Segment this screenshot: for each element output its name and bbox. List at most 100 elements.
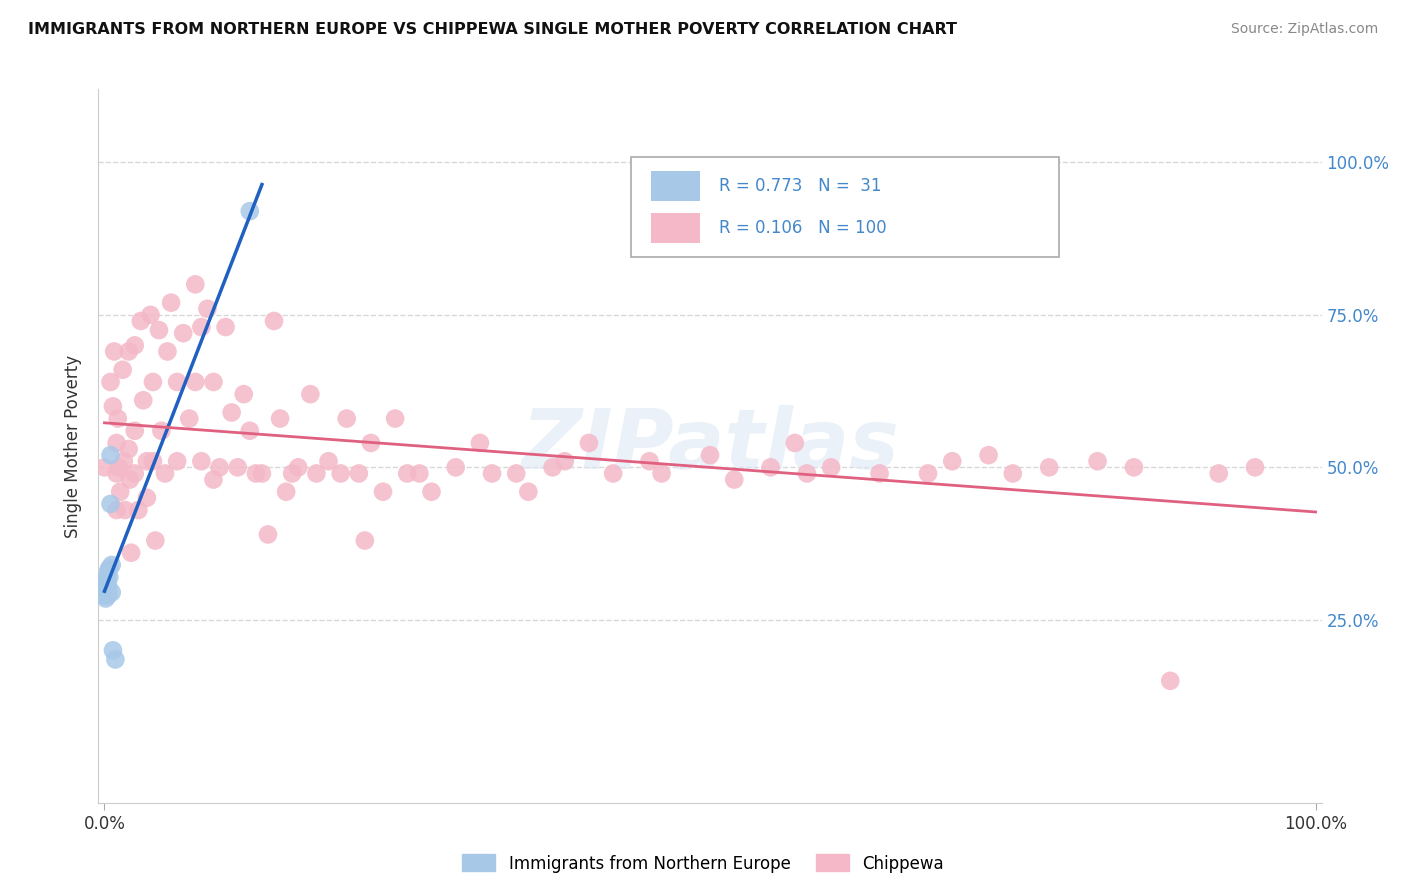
Point [111, 363, 134, 377]
Point [118, 344, 141, 359]
Point [93, 589, 115, 603]
Point [98, 561, 121, 575]
Point [110, 484, 132, 499]
Point [93, 576, 115, 591]
Point [101, 643, 124, 657]
Point [554, 454, 576, 468]
Point [101, 400, 124, 414]
Point [97, 579, 120, 593]
Point [263, 314, 285, 328]
Point [142, 375, 165, 389]
Point [93, 579, 115, 593]
Point [329, 467, 352, 481]
Point [96, 585, 118, 599]
Point [172, 326, 194, 341]
Point [226, 460, 249, 475]
Point [699, 448, 721, 462]
Point [124, 338, 146, 352]
Point [384, 411, 406, 425]
Text: IMMIGRANTS FROM NORTHERN EUROPE VS CHIPPEWA SINGLE MOTHER POVERTY CORRELATION CH: IMMIGRANTS FROM NORTHERN EUROPE VS CHIPP… [28, 22, 957, 37]
Point [239, 204, 262, 219]
Point [166, 454, 188, 468]
Point [208, 460, 231, 475]
Point [129, 314, 152, 328]
Point [96, 576, 118, 591]
Point [112, 454, 135, 468]
Point [124, 467, 146, 481]
Point [481, 467, 503, 481]
Point [96, 570, 118, 584]
Point [1087, 454, 1109, 468]
Point [977, 448, 1000, 462]
Point [202, 473, 225, 487]
FancyBboxPatch shape [630, 157, 1059, 257]
Point [103, 344, 125, 359]
Point [150, 424, 173, 438]
Y-axis label: Single Mother Poverty: Single Mother Poverty [65, 354, 83, 538]
Point [160, 295, 183, 310]
Point [1159, 673, 1181, 688]
Point [941, 454, 963, 468]
Text: R = 0.106   N = 100: R = 0.106 N = 100 [718, 219, 886, 236]
Point [105, 436, 128, 450]
Point [107, 411, 129, 425]
Point [105, 503, 128, 517]
Point [869, 467, 891, 481]
Point [214, 320, 236, 334]
Text: Source: ZipAtlas.com: Source: ZipAtlas.com [1230, 22, 1378, 37]
Point [184, 277, 207, 292]
Point [245, 467, 267, 481]
Point [257, 527, 280, 541]
Point [517, 484, 540, 499]
Point [578, 436, 600, 450]
Point [232, 387, 254, 401]
Point [97, 589, 120, 603]
Point [371, 484, 394, 499]
Point [132, 393, 155, 408]
Point [820, 460, 842, 475]
Point [93, 585, 115, 599]
Point [98, 570, 121, 584]
Point [118, 473, 141, 487]
Point [100, 375, 122, 389]
Point [197, 301, 219, 316]
Point [336, 411, 359, 425]
Bar [651, 213, 700, 243]
Point [104, 652, 127, 666]
Point [1038, 460, 1060, 475]
Point [94, 589, 117, 603]
Point [250, 467, 273, 481]
Point [276, 484, 298, 499]
Point [184, 375, 207, 389]
Point [505, 467, 527, 481]
Point [305, 467, 328, 481]
Point [468, 436, 491, 450]
Point [93, 460, 115, 475]
Point [148, 323, 170, 337]
Point [420, 484, 443, 499]
Point [94, 576, 117, 591]
Point [1208, 467, 1230, 481]
Point [190, 320, 212, 334]
Point [96, 573, 118, 587]
Point [783, 436, 806, 450]
Point [1244, 460, 1267, 475]
Text: R = 0.773   N =  31: R = 0.773 N = 31 [718, 178, 882, 195]
Point [100, 558, 122, 572]
Point [139, 308, 162, 322]
Point [269, 411, 291, 425]
Point [100, 585, 122, 599]
Point [142, 454, 165, 468]
Point [190, 454, 212, 468]
Point [202, 375, 225, 389]
Point [651, 467, 673, 481]
Point [179, 411, 201, 425]
Point [318, 454, 340, 468]
Point [93, 582, 115, 597]
Point [100, 497, 122, 511]
Point [281, 467, 304, 481]
Point [638, 454, 661, 468]
Point [796, 467, 818, 481]
Point [135, 491, 157, 505]
Point [444, 460, 467, 475]
